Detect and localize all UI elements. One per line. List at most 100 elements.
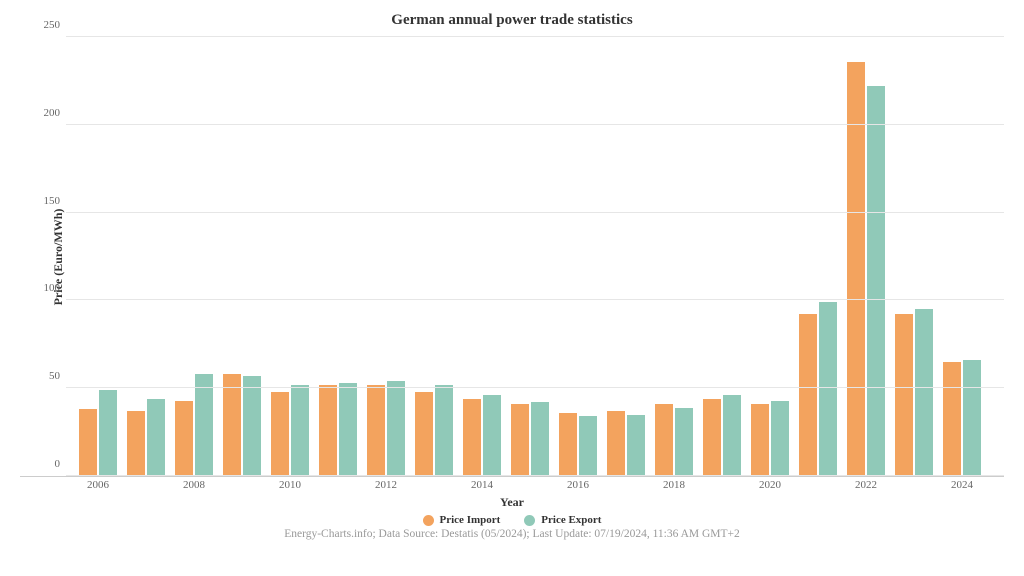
bar-export[interactable] — [867, 86, 885, 476]
y-tick: 200 — [20, 107, 60, 119]
bar-export[interactable] — [771, 401, 789, 477]
legend-item-import[interactable]: Price Import — [423, 514, 501, 526]
x-tick — [794, 479, 842, 493]
bar-export[interactable] — [387, 381, 405, 476]
year-group — [746, 37, 794, 476]
bar-import[interactable] — [127, 411, 145, 476]
year-group — [266, 37, 314, 476]
bar-import[interactable] — [751, 404, 769, 476]
year-group — [410, 37, 458, 476]
grid-line — [66, 124, 1004, 125]
bar-import[interactable] — [559, 413, 577, 476]
x-tick — [122, 479, 170, 493]
year-group — [650, 37, 698, 476]
x-axis: 2006 2008 2010 2012 2014 2016 2018 2020 2022 2024 — [66, 477, 994, 493]
legend: Price Import Price Export — [20, 514, 1004, 526]
x-axis-label: Year — [20, 495, 1004, 510]
power-trade-chart: German annual power trade statistics Pri… — [20, 12, 1004, 540]
bar-export[interactable] — [147, 399, 165, 476]
chart-title: German annual power trade statistics — [20, 12, 1004, 29]
year-group — [314, 37, 362, 476]
year-group — [698, 37, 746, 476]
x-tick — [218, 479, 266, 493]
x-tick: 2006 — [74, 479, 122, 493]
year-group — [938, 37, 986, 476]
x-tick: 2022 — [842, 479, 890, 493]
bar-import[interactable] — [271, 392, 289, 476]
x-tick — [506, 479, 554, 493]
bar-import[interactable] — [799, 314, 817, 476]
grid-line — [66, 299, 1004, 300]
x-tick — [698, 479, 746, 493]
bar-export[interactable] — [483, 395, 501, 476]
bar-export[interactable] — [579, 416, 597, 476]
x-tick — [602, 479, 650, 493]
bar-import[interactable] — [895, 314, 913, 476]
bar-export[interactable] — [99, 390, 117, 476]
bar-export[interactable] — [195, 374, 213, 476]
x-tick: 2008 — [170, 479, 218, 493]
year-group — [602, 37, 650, 476]
year-group — [458, 37, 506, 476]
bar-import[interactable] — [607, 411, 625, 476]
chart-credits: Energy-Charts.info; Data Source: Destati… — [20, 528, 1004, 540]
x-tick: 2016 — [554, 479, 602, 493]
x-tick — [890, 479, 938, 493]
bar-export[interactable] — [915, 309, 933, 476]
bar-import[interactable] — [511, 404, 529, 476]
y-tick: 50 — [20, 370, 60, 382]
year-group — [842, 37, 890, 476]
bar-import[interactable] — [79, 409, 97, 476]
bar-export[interactable] — [675, 408, 693, 476]
year-group — [218, 37, 266, 476]
x-tick: 2020 — [746, 479, 794, 493]
year-group — [890, 37, 938, 476]
bar-import[interactable] — [319, 385, 337, 476]
bar-export[interactable] — [435, 385, 453, 476]
y-tick: 250 — [20, 19, 60, 31]
bar-export[interactable] — [963, 360, 981, 476]
bar-export[interactable] — [723, 395, 741, 476]
legend-item-export[interactable]: Price Export — [524, 514, 601, 526]
bar-export[interactable] — [819, 302, 837, 476]
bar-import[interactable] — [463, 399, 481, 476]
year-group — [170, 37, 218, 476]
grid-line — [66, 475, 1004, 476]
legend-label-import: Price Import — [440, 514, 501, 526]
x-tick: 2010 — [266, 479, 314, 493]
y-tick: 150 — [20, 195, 60, 207]
bar-import[interactable] — [367, 385, 385, 476]
x-tick: 2024 — [938, 479, 986, 493]
year-group — [506, 37, 554, 476]
bar-import[interactable] — [223, 374, 241, 476]
bar-import[interactable] — [655, 404, 673, 476]
bar-import[interactable] — [943, 362, 961, 476]
legend-swatch-export — [524, 515, 535, 526]
bars-area — [66, 37, 994, 476]
bar-export[interactable] — [339, 383, 357, 476]
x-tick — [410, 479, 458, 493]
y-tick: 100 — [20, 282, 60, 294]
x-tick — [314, 479, 362, 493]
bar-export[interactable] — [627, 415, 645, 476]
bar-export[interactable] — [291, 385, 309, 476]
year-group — [554, 37, 602, 476]
year-group — [122, 37, 170, 476]
bar-import[interactable] — [175, 401, 193, 477]
year-group — [74, 37, 122, 476]
grid-line — [66, 387, 1004, 388]
plot-region: Price (Euro/MWh) 050100150200250 — [20, 37, 1004, 477]
year-group — [794, 37, 842, 476]
year-group — [362, 37, 410, 476]
bar-import[interactable] — [415, 392, 433, 476]
grid-line — [66, 212, 1004, 213]
y-tick: 0 — [20, 458, 60, 470]
legend-swatch-import — [423, 515, 434, 526]
x-tick: 2012 — [362, 479, 410, 493]
x-tick: 2018 — [650, 479, 698, 493]
y-axis: Price (Euro/MWh) 050100150200250 — [20, 37, 66, 476]
bar-import[interactable] — [703, 399, 721, 476]
x-tick: 2014 — [458, 479, 506, 493]
bar-export[interactable] — [243, 376, 261, 476]
bar-export[interactable] — [531, 402, 549, 476]
